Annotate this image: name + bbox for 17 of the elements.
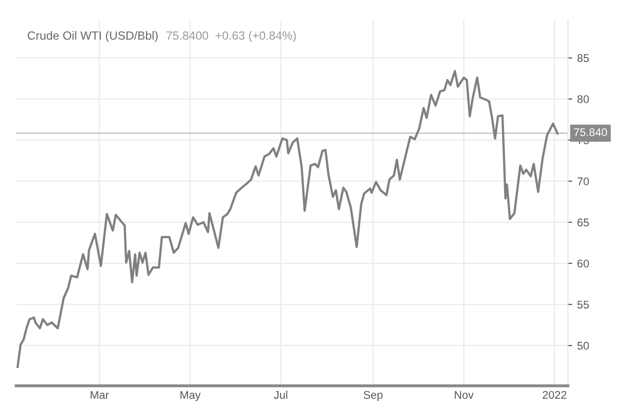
y-tick-label: 70 (578, 177, 589, 186)
line-series (16, 70, 559, 368)
x-tick-label: Jul (274, 390, 288, 399)
y-tick-label: 50 (577, 342, 589, 350)
x-tick-label: Mar (90, 391, 109, 399)
x-tick-label: May (180, 391, 201, 402)
y-tick-label: 60 (578, 260, 589, 268)
text: 75.8400 +0.63 (+0.84%) (166, 31, 296, 42)
y-tick-label: 80 (577, 95, 589, 104)
ref-line-label: 75.840 (574, 128, 608, 136)
y-tick-label: 55 (577, 300, 589, 309)
x-tick-label: Nov (454, 391, 474, 399)
x-tick-label: 2022 (542, 390, 566, 399)
y-tick-label: 85 (577, 54, 589, 62)
text: Crude Oil WTI (USD/Bbl) (28, 31, 158, 42)
x-tick-label: Sep (364, 390, 382, 402)
y-tick-label: 65 (578, 218, 589, 226)
